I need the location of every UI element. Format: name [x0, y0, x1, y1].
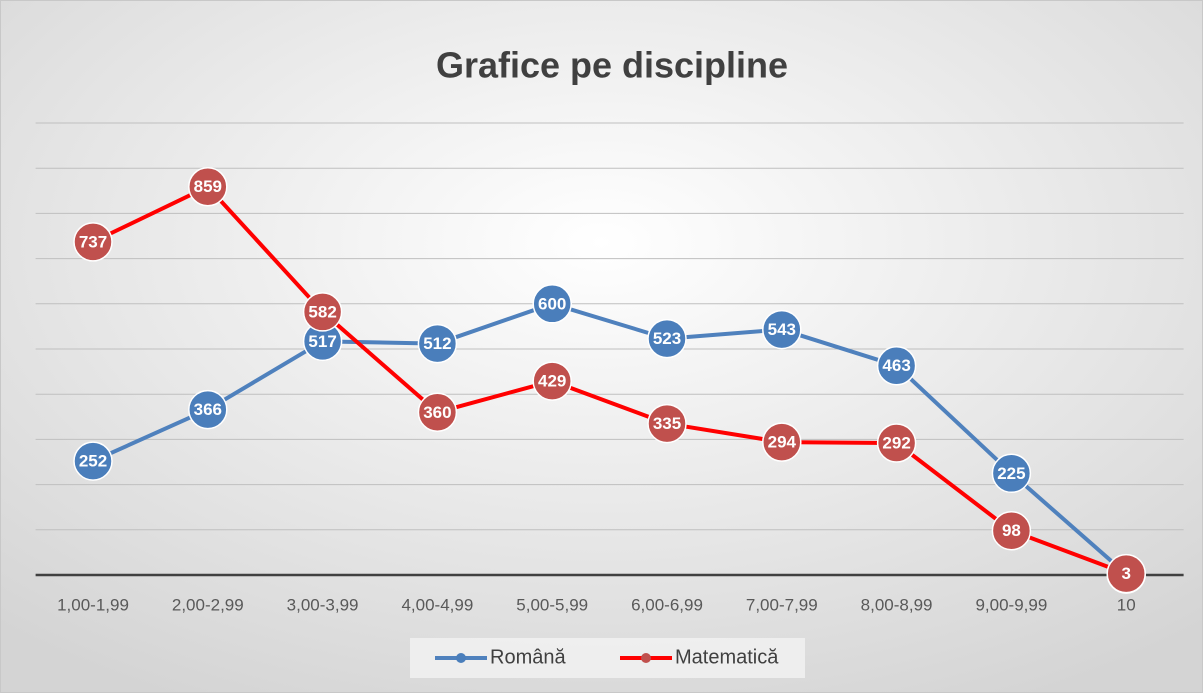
marker [647, 403, 687, 444]
marker [762, 309, 802, 350]
legend-marker [456, 653, 466, 663]
data-label: 225 [997, 464, 1025, 483]
data-label: 366 [194, 400, 222, 419]
marker [73, 222, 113, 262]
x-tick-label: 7,00-7,99 [746, 595, 818, 614]
x-tick-label: 4,00-4,99 [401, 595, 473, 614]
data-label: 859 [194, 177, 222, 196]
legend-label: Matematică [675, 646, 779, 668]
marker [302, 292, 343, 332]
marker [762, 422, 802, 462]
marker [647, 318, 687, 359]
marker [876, 423, 917, 463]
data-label: 543 [768, 320, 796, 339]
data-label: 292 [882, 434, 910, 453]
data-label: 98 [1002, 521, 1021, 540]
marker [188, 389, 228, 430]
marker [532, 284, 572, 324]
data-label: 252 [79, 452, 107, 471]
legend-marker [641, 653, 651, 663]
marker [1106, 553, 1146, 594]
data-label: 737 [79, 232, 107, 251]
data-label: 3 [1121, 564, 1130, 583]
data-label: 512 [423, 334, 451, 353]
x-tick-label: 3,00-3,99 [287, 595, 359, 614]
data-label: 463 [882, 356, 910, 375]
marker [188, 166, 228, 207]
x-tick-label: 1,00-1,99 [57, 595, 129, 614]
x-tick-label: 2,00-2,99 [172, 595, 244, 614]
x-tick-label: 9,00-9,99 [975, 595, 1047, 614]
data-label: 294 [768, 433, 797, 452]
x-tick-label: 6,00-6,99 [631, 595, 703, 614]
data-label: 600 [538, 294, 566, 313]
marker [73, 441, 113, 481]
x-tick-label: 8,00-8,99 [861, 595, 933, 614]
series-line [92, 184, 1127, 576]
marker [417, 392, 458, 433]
marker [991, 453, 1032, 494]
data-label: 335 [653, 414, 681, 433]
data-label: 429 [538, 372, 566, 391]
data-label: 523 [653, 329, 681, 348]
x-tick-label: 10 [1117, 595, 1136, 614]
marker [876, 345, 917, 386]
marker [417, 323, 458, 364]
marker [532, 361, 572, 401]
series-line [92, 301, 1128, 576]
data-label: 517 [308, 332, 336, 351]
data-label: 582 [308, 302, 336, 321]
legend-label: Română [490, 646, 566, 668]
chart-title: Grafice pe discipline [436, 45, 788, 86]
x-tick-label: 5,00-5,99 [516, 595, 588, 614]
marker [991, 510, 1032, 551]
data-label: 360 [423, 403, 451, 422]
